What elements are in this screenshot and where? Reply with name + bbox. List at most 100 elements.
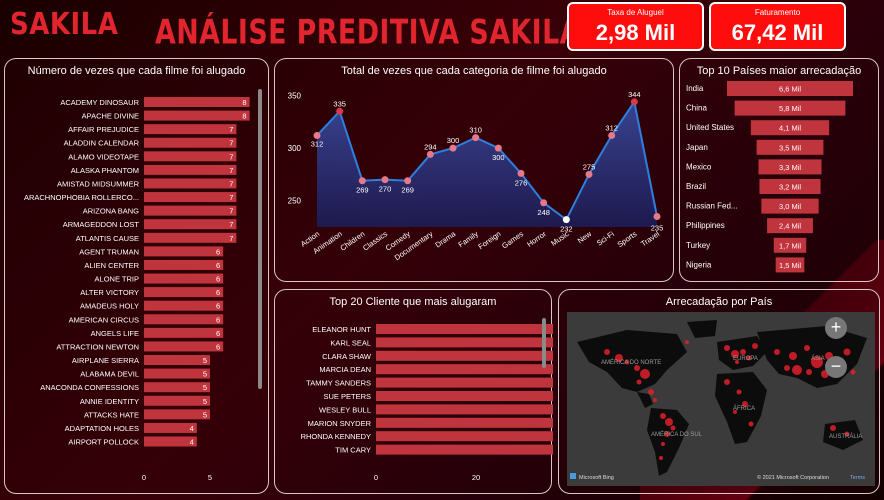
categories-chart-title: Total de vezes que cada categoria de fil… <box>341 65 607 77</box>
category-line <box>316 99 658 222</box>
country-value-label: 4,1 Mil <box>779 124 801 133</box>
kpi-value: 67,42 Mil <box>731 20 824 45</box>
film-bar <box>144 409 210 420</box>
category-value-label: 235 <box>651 223 664 232</box>
category-point <box>449 144 457 152</box>
film-bar <box>144 110 250 121</box>
map-bubble <box>830 425 836 431</box>
map-label-north-america: AMÉRICA DO NORTE <box>601 359 661 366</box>
category-area-fill <box>317 101 657 227</box>
world-map[interactable]: AMÉRICA DO NORTE EUROPA ÁSIA ÁFRICA AMÉR… <box>567 312 875 486</box>
category-x-label: Classics <box>361 229 389 253</box>
film-label: ACADEMY DINOSAUR <box>60 98 139 107</box>
map-bubble <box>806 369 812 375</box>
film-label: ALONE TRIP <box>95 275 139 284</box>
category-value-label: 232 <box>560 225 573 234</box>
category-value-label: 294 <box>424 142 437 151</box>
films-scrollbar[interactable] <box>258 89 262 389</box>
customer-bar <box>376 350 553 361</box>
bing-logo-icon <box>570 473 576 479</box>
film-label: ALADDIN CALENDAR <box>64 139 140 148</box>
category-point <box>608 131 616 139</box>
zoom-in-button[interactable]: + <box>825 317 847 339</box>
category-point <box>585 170 593 178</box>
continent-south-america <box>647 408 689 476</box>
kpi-value: 2,98 Mil <box>595 20 676 45</box>
zoom-out-button[interactable]: − <box>825 356 847 378</box>
category-value-label: 269 <box>356 186 369 195</box>
category-y-tick: 350 <box>288 92 302 101</box>
category-value-label: 344 <box>628 90 641 99</box>
customers-scrollbar[interactable] <box>542 318 546 368</box>
map-bubble <box>789 352 797 360</box>
country-value-label: 5,8 Mil <box>779 104 801 113</box>
customer-label: KARL SEAL <box>330 338 371 347</box>
category-value-label: 276 <box>515 178 528 187</box>
category-x-label: Sports <box>616 229 639 249</box>
film-value-label: 6 <box>216 288 220 297</box>
film-value-label: 8 <box>242 98 246 107</box>
map-bubble <box>640 369 650 379</box>
category-point <box>517 169 525 177</box>
country-bar <box>727 81 853 96</box>
customer-bar <box>376 337 553 348</box>
customer-label: RHONDA KENNEDY <box>301 432 371 441</box>
category-x-label: Children <box>338 229 366 252</box>
customer-bar <box>376 444 553 455</box>
film-value-label: 5 <box>203 397 207 406</box>
continent-central-america <box>637 392 653 408</box>
film-label: AGENT TRUMAN <box>79 247 139 256</box>
country-value-label: 1,5 Mil <box>779 261 801 270</box>
country-label: Brazil <box>686 182 706 191</box>
map-bubble <box>636 379 642 385</box>
film-label: ANACONDA CONFESSIONS <box>40 383 139 392</box>
map-bubble <box>784 365 790 371</box>
customer-label: WESLEY BULL <box>319 405 371 414</box>
map-label-africa: ÁFRICA <box>733 405 755 412</box>
country-bar <box>761 198 819 214</box>
map-bubble <box>774 349 780 355</box>
map-label-australia: AUSTRÁLIA <box>829 433 862 440</box>
film-bar <box>144 205 237 216</box>
map-bubble <box>661 442 665 446</box>
map-bubble <box>685 340 689 344</box>
category-value-label: 248 <box>537 208 550 217</box>
film-bar <box>144 219 237 230</box>
minus-icon: − <box>830 356 842 376</box>
map-bubble <box>660 413 666 419</box>
country-bar <box>773 237 807 253</box>
country-value-label: 2,4 Mil <box>779 222 801 231</box>
map-bubble <box>844 431 850 437</box>
film-label: APACHE DIVINE <box>82 112 139 121</box>
map-bubble <box>746 355 752 361</box>
categories-area-chart: 350300250312Action335Animation269Childre… <box>288 90 664 262</box>
map-label-asia: ÁSIA <box>811 355 825 362</box>
map-attribution-right: © 2021 Microsoft Corporation <box>757 474 829 481</box>
map-bubble <box>850 369 856 375</box>
country-label: Mexico <box>686 162 712 171</box>
film-value-label: 6 <box>216 342 220 351</box>
film-label: ADAPTATION HOLES <box>65 424 139 433</box>
map-terms-link[interactable]: Terms <box>850 475 865 481</box>
film-value-label: 5 <box>203 410 207 419</box>
page-title: ANÁLISE PREDITIVA SAKILA <box>155 12 581 52</box>
app-logo: SAKILA <box>10 7 119 43</box>
customer-bar <box>376 417 553 428</box>
category-y-tick: 300 <box>288 144 302 153</box>
country-bar <box>756 139 824 155</box>
category-point <box>494 144 502 152</box>
film-value-label: 6 <box>216 261 220 270</box>
film-label: ATTACKS HATE <box>84 410 139 419</box>
country-value-label: 6,6 Mil <box>779 85 801 94</box>
category-x-label: Horror <box>525 229 548 249</box>
film-value-label: 7 <box>229 193 233 202</box>
map-bubble <box>740 349 746 355</box>
map-bubble <box>724 379 730 385</box>
film-x-tick: 5 <box>208 473 212 482</box>
map-bubble <box>735 360 739 364</box>
country-bar <box>775 257 805 273</box>
country-label: China <box>686 104 707 113</box>
category-point <box>630 98 638 106</box>
map-bubble <box>792 365 802 375</box>
film-value-label: 6 <box>216 275 220 284</box>
